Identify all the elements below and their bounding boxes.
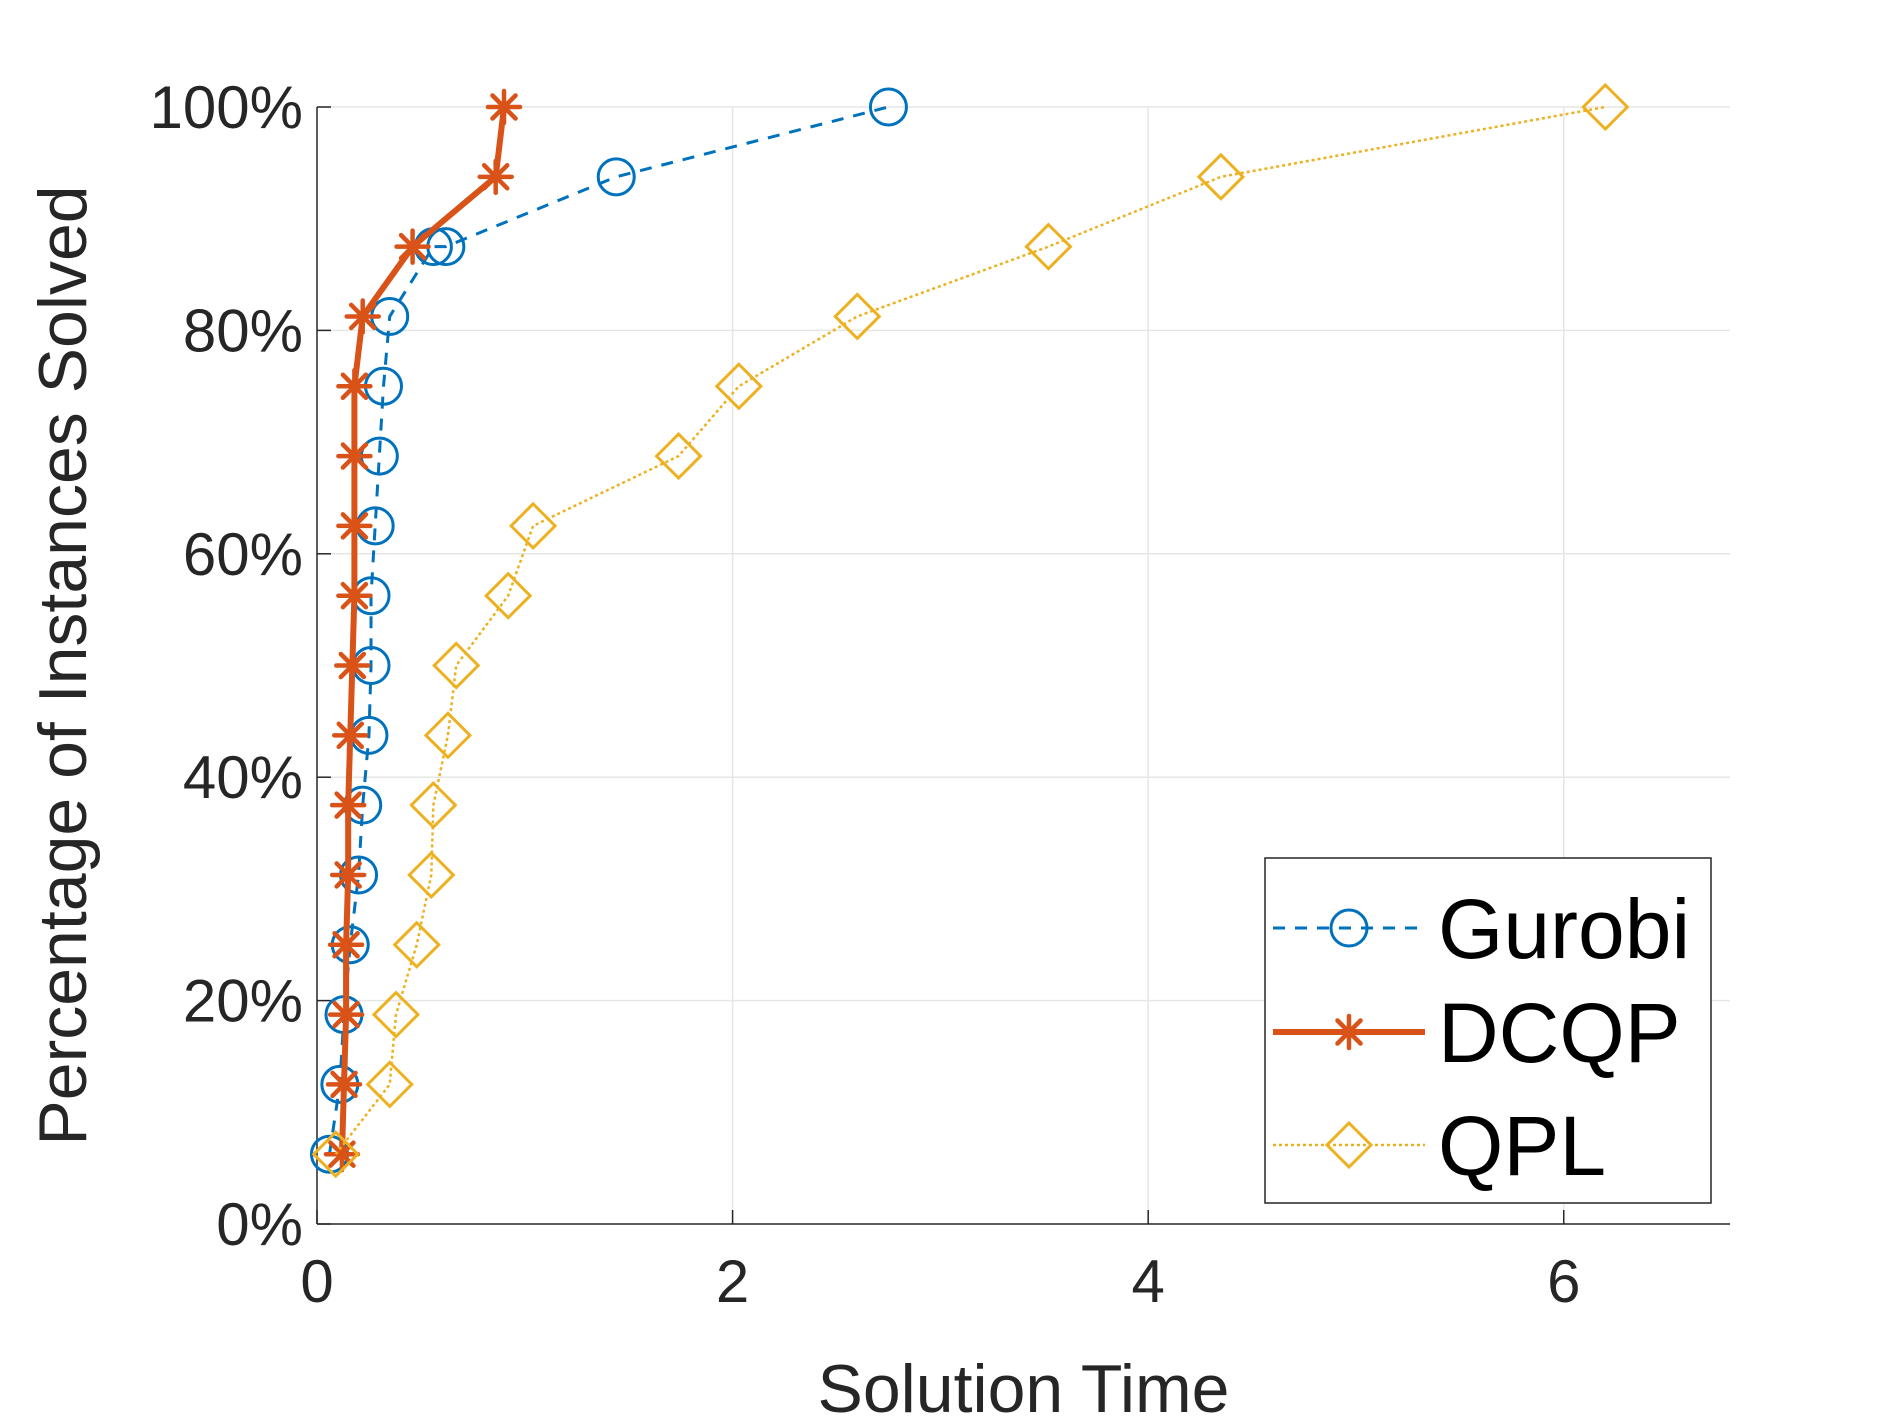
y-tick-label: 0% — [216, 1191, 303, 1258]
data-point-dcqp — [477, 158, 514, 196]
x-axis-title: Solution Time — [818, 1351, 1230, 1417]
x-tick-label: 2 — [716, 1248, 749, 1315]
series-markers-dcqp — [323, 88, 523, 1173]
data-point-dcqp — [325, 1066, 363, 1103]
data-point-dcqp — [329, 786, 367, 824]
plot-area: 0 2 4 60%20%40%60%80%100% — [150, 74, 1730, 1315]
data-point-dcqp — [336, 437, 373, 475]
data-point-qpl — [714, 362, 763, 411]
data-point-dcqp — [485, 88, 523, 126]
data-point-dcqp — [331, 717, 369, 754]
y-tick-label: 60% — [183, 521, 303, 588]
data-point-qpl — [432, 641, 481, 690]
data-point-qpl — [392, 920, 441, 969]
data-point-dcqp — [329, 856, 367, 894]
data-point-qpl — [407, 850, 456, 900]
x-tick-label: 6 — [1547, 1248, 1580, 1315]
series-line-dcqp — [338, 106, 507, 1155]
data-point-dcqp — [323, 1135, 361, 1173]
legend-label: DCQP — [1438, 986, 1681, 1080]
y-axis-title: Percentage of Instances Solved — [25, 185, 101, 1145]
legend-item-gurobi: Gurobi — [1273, 882, 1690, 976]
data-point-dcqp — [336, 507, 373, 545]
data-point-qpl — [484, 571, 533, 620]
data-point-dcqp — [327, 996, 365, 1033]
series-markers-qpl — [311, 82, 1630, 1179]
data-point-qpl — [311, 1130, 360, 1179]
legend-label: QPL — [1438, 1099, 1606, 1193]
legend: Gurobi DCQP QPL — [1264, 857, 1712, 1204]
legend-marker — [1330, 1013, 1368, 1051]
data-point-dcqp — [334, 647, 371, 684]
x-tick-label: 4 — [1131, 1248, 1164, 1315]
data-point-qpl — [423, 711, 473, 760]
legend-item-qpl: QPL — [1273, 1099, 1606, 1193]
x-tick-label: 0 — [300, 1248, 333, 1315]
data-point-qpl — [371, 990, 421, 1039]
data-point-qpl — [1581, 82, 1630, 132]
data-point-qpl — [833, 292, 882, 341]
legend-marker — [1324, 1120, 1374, 1170]
y-tick-label: 40% — [183, 744, 303, 811]
data-point-dcqp — [394, 228, 431, 265]
data-point-dcqp — [336, 577, 373, 614]
data-point-qpl — [409, 781, 458, 830]
data-point-qpl — [365, 1060, 414, 1109]
series-line-qpl — [334, 105, 1606, 1155]
data-point-dcqp — [327, 926, 365, 963]
data-point-qpl — [1196, 152, 1246, 201]
y-tick-label: 100% — [150, 74, 303, 141]
data-point-dcqp — [344, 298, 381, 335]
data-point-dcqp — [336, 368, 373, 405]
data-point-gurobi — [596, 157, 636, 197]
legend-label: Gurobi — [1438, 882, 1690, 976]
legend-marker — [1329, 908, 1369, 948]
legend-item-dcqp: DCQP — [1273, 986, 1681, 1080]
y-tick-label: 20% — [183, 968, 303, 1035]
data-point-qpl — [654, 431, 703, 481]
data-point-gurobi — [868, 87, 908, 127]
data-point-qpl — [508, 501, 558, 550]
y-tick-label: 80% — [183, 297, 303, 364]
data-point-qpl — [1024, 222, 1073, 271]
